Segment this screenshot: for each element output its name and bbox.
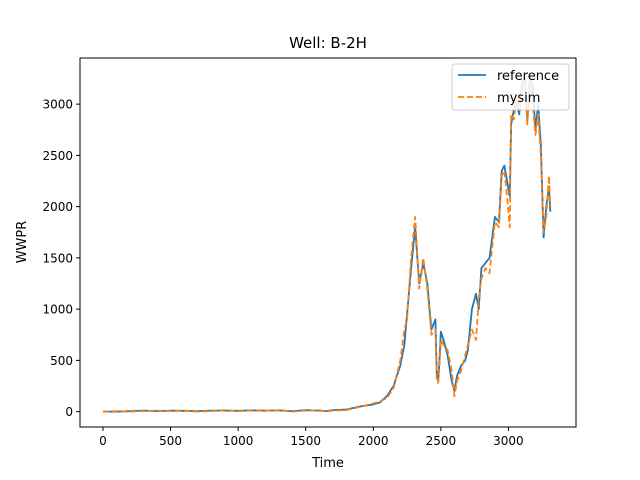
y-tick-label: 500 [50, 354, 73, 368]
x-axis-label: Time [311, 456, 344, 471]
y-tick-label: 0 [65, 405, 73, 419]
plot-frame [79, 57, 577, 428]
y-tick-label: 3000 [42, 98, 73, 112]
y-ticks: 0 500 1000 1500 2000 2500 3000 [42, 98, 80, 419]
chart-title: Well: B-2H [289, 34, 367, 52]
y-tick-label: 1000 [42, 303, 73, 317]
y-tick-label: 2000 [42, 200, 73, 214]
x-tick-label: 3000 [493, 434, 524, 448]
x-tick-label: 2500 [426, 434, 457, 448]
x-ticks: 0 500 1000 1500 2000 2500 3000 [99, 427, 524, 448]
y-tick-label: 1500 [42, 251, 73, 265]
legend-label-reference: reference [497, 69, 559, 84]
x-tick-label: 2000 [358, 434, 389, 448]
plot-area [80, 58, 576, 427]
legend-label-mysim: mysim [497, 91, 540, 106]
y-tick-label: 2500 [42, 149, 73, 163]
y-axis-label: WWPR [15, 221, 30, 264]
x-tick-label: 0 [99, 434, 107, 448]
legend: reference mysim [451, 63, 570, 111]
x-tick-label: 1500 [290, 434, 321, 448]
x-tick-label: 1000 [223, 434, 254, 448]
x-tick-label: 500 [159, 434, 182, 448]
